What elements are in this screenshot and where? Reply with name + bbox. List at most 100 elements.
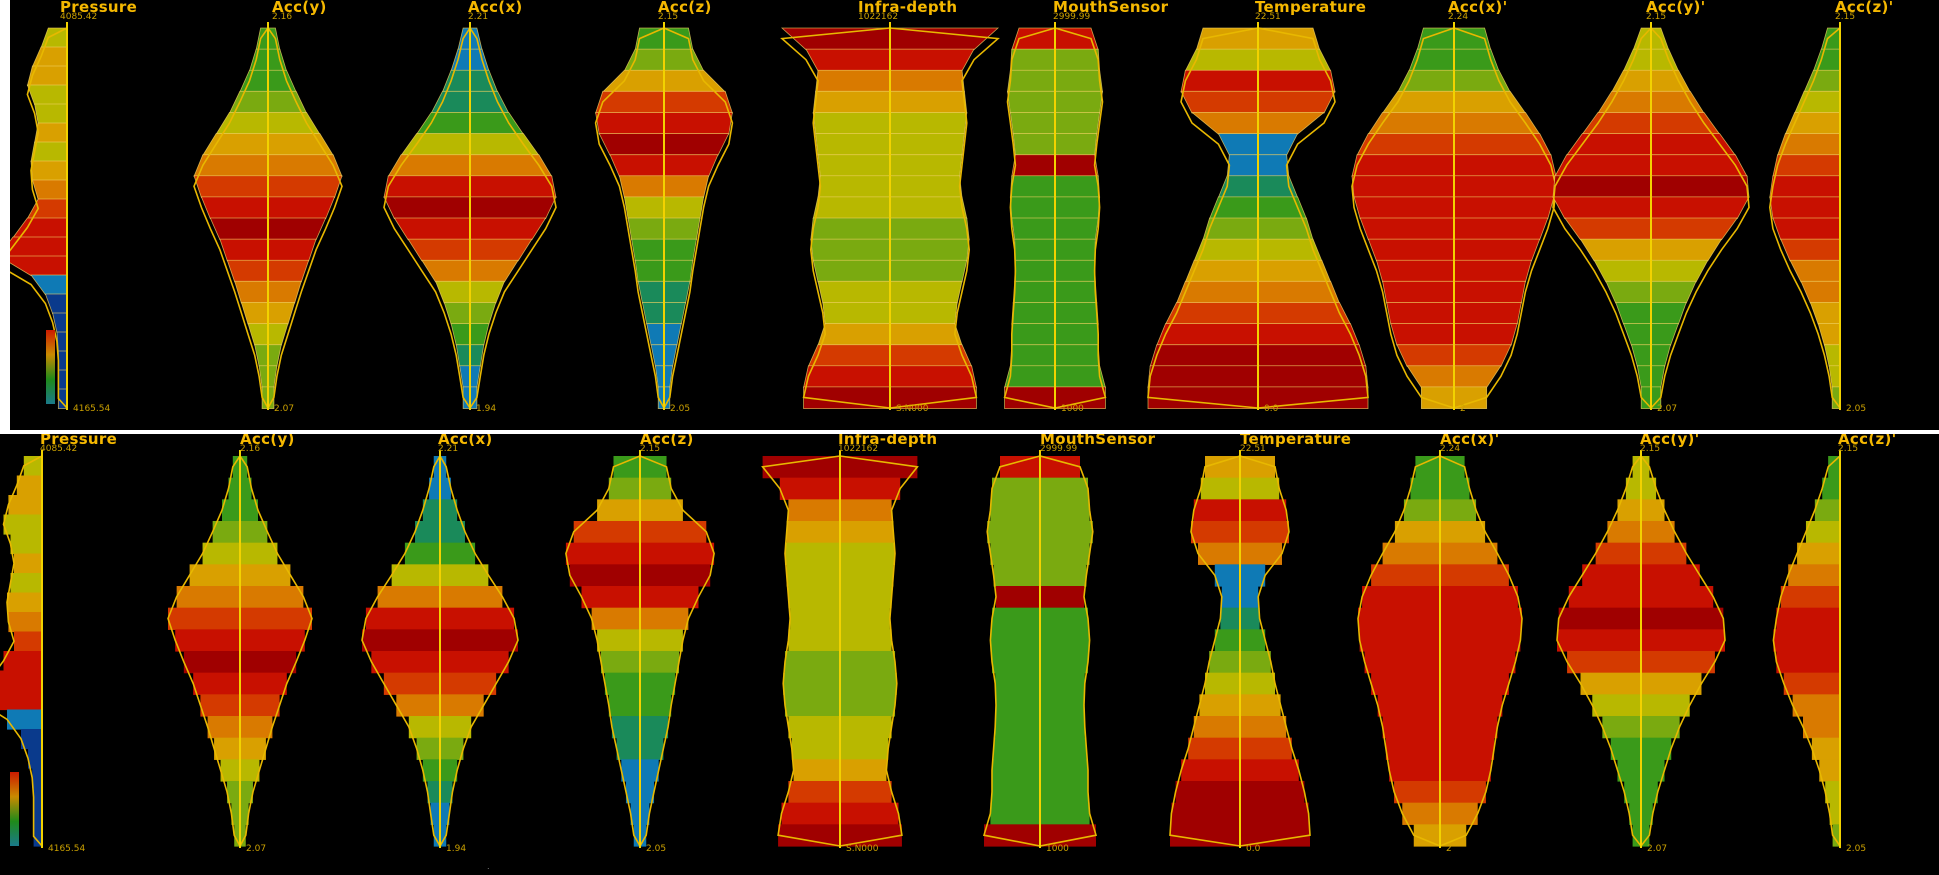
density-profile — [1772, 450, 1841, 849]
caption-dot: . — [487, 862, 490, 871]
density-stripe — [1814, 499, 1840, 522]
density-stripe — [1819, 759, 1840, 782]
attribute-title: Acc(y)' — [1646, 0, 1706, 16]
density-profile — [1768, 22, 1841, 411]
density-stripe — [8, 495, 42, 516]
density-profile — [565, 450, 715, 848]
attribute-max-value: 1022162 — [838, 444, 879, 454]
density-stripe — [1788, 564, 1840, 587]
density-stripe — [1825, 781, 1840, 804]
attribute-min-value: 1000 — [1046, 844, 1069, 854]
density-stripe — [33, 787, 42, 808]
attribute-max-value: 2.15 — [658, 12, 679, 22]
attribute-min-value: 2.05 — [670, 404, 691, 414]
attribute-title: Infra-depth — [838, 434, 938, 448]
attribute-max-value: 2999.99 — [1040, 444, 1078, 454]
attribute-max-value: 2.15 — [640, 444, 661, 454]
attribute-title: MouthSensor — [1040, 434, 1156, 448]
density-stripe — [1828, 456, 1840, 479]
density-profile — [780, 22, 1000, 410]
attribute-max-value: 2.16 — [272, 12, 293, 22]
density-band — [34, 122, 68, 144]
smooth-density-canvas — [0, 450, 1841, 849]
attribute-max-value: 2999.99 — [1053, 12, 1091, 22]
density-band — [26, 84, 68, 105]
density-profile — [10, 22, 68, 411]
attribute-title: Acc(y) — [272, 0, 327, 16]
density-stripe — [16, 475, 42, 496]
color-legend-bar — [10, 772, 19, 846]
attribute-title: Acc(x) — [438, 434, 493, 448]
attribute-title: Infra-depth — [858, 0, 958, 16]
attribute-max-value: 2.16 — [240, 444, 261, 454]
density-stripe — [10, 534, 42, 555]
density-stripe — [1832, 824, 1840, 847]
attribute-title: Acc(x)' — [1448, 0, 1508, 16]
density-stripe — [1797, 542, 1840, 565]
attribute-min-value: 4165.54 — [73, 404, 111, 414]
attribute-max-value: 4085.42 — [40, 444, 78, 454]
density-stripe — [1776, 607, 1840, 630]
density-stripe — [1803, 716, 1840, 739]
attribute-min-value: S.N000 — [896, 404, 929, 414]
density-profile — [193, 22, 343, 410]
attribute-min-value: 2.07 — [274, 404, 295, 414]
density-profile — [594, 22, 734, 410]
density-stripe — [3, 651, 42, 672]
density-band — [1800, 280, 1841, 304]
density-profile — [1556, 450, 1726, 848]
density-band — [34, 103, 68, 124]
attribute-title: Acc(y) — [240, 434, 295, 448]
attribute-title: Acc(x)' — [1440, 434, 1500, 448]
attribute-min-value: 4165.54 — [48, 844, 86, 854]
attribute-min-value: 2.05 — [1846, 404, 1867, 414]
density-band — [1769, 196, 1841, 220]
density-profile — [361, 450, 519, 848]
density-profile — [1147, 22, 1369, 410]
density-stripe — [0, 690, 42, 711]
attribute-title: Pressure — [60, 0, 138, 16]
density-band — [1784, 112, 1841, 135]
attribute-max-value: 22.51 — [1240, 444, 1266, 454]
density-profile — [1357, 450, 1523, 848]
density-band — [1789, 259, 1841, 283]
density-stripe — [33, 807, 42, 828]
density-stripe — [1811, 737, 1840, 760]
density-profile — [1003, 22, 1107, 410]
density-stripe — [1792, 694, 1840, 717]
density-band — [1777, 133, 1841, 156]
density-band — [1769, 175, 1841, 198]
density-band — [1772, 217, 1841, 241]
attribute-min-value: 1000 — [1061, 404, 1084, 414]
attribute-min-value: 2.07 — [1657, 404, 1678, 414]
density-band — [56, 331, 68, 353]
density-stripe — [1776, 651, 1840, 674]
band-density-canvas — [10, 22, 1841, 411]
attribute-max-value: 2.15 — [1838, 444, 1859, 454]
density-profile — [383, 22, 557, 410]
density-profile — [761, 450, 919, 848]
attribute-min-value: 2 — [1446, 844, 1452, 854]
density-profile — [1351, 22, 1557, 410]
density-stripe — [14, 631, 42, 652]
attribute-title: Acc(z) — [658, 0, 712, 16]
attribute-min-value: 1.94 — [446, 844, 467, 854]
density-band — [57, 350, 68, 372]
density-stripe — [1773, 629, 1840, 652]
density-stripe — [0, 670, 42, 691]
attribute-min-value: 2.07 — [246, 844, 267, 854]
density-stripe — [1805, 521, 1840, 544]
attribute-title: Acc(x) — [468, 0, 523, 16]
attribute-title: Acc(z)' — [1835, 0, 1894, 16]
attribute-min-value: 2 — [1460, 404, 1466, 414]
density-band — [1817, 323, 1841, 346]
attribute-min-value: 0.0 — [1246, 844, 1261, 854]
attribute-max-value: 22.51 — [1255, 12, 1281, 22]
density-band — [1794, 90, 1841, 114]
attribute-max-value: 2.21 — [438, 444, 459, 454]
density-band — [57, 369, 68, 391]
attribute-min-value: 0.0 — [1264, 404, 1279, 414]
density-band — [30, 160, 68, 182]
density-profile — [167, 450, 313, 848]
attribute-title: MouthSensor — [1053, 0, 1169, 16]
